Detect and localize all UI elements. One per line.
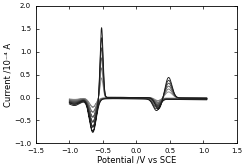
Y-axis label: Current /10⁻⁴ A: Current /10⁻⁴ A bbox=[3, 43, 13, 107]
X-axis label: Potential /V vs SCE: Potential /V vs SCE bbox=[97, 156, 176, 164]
